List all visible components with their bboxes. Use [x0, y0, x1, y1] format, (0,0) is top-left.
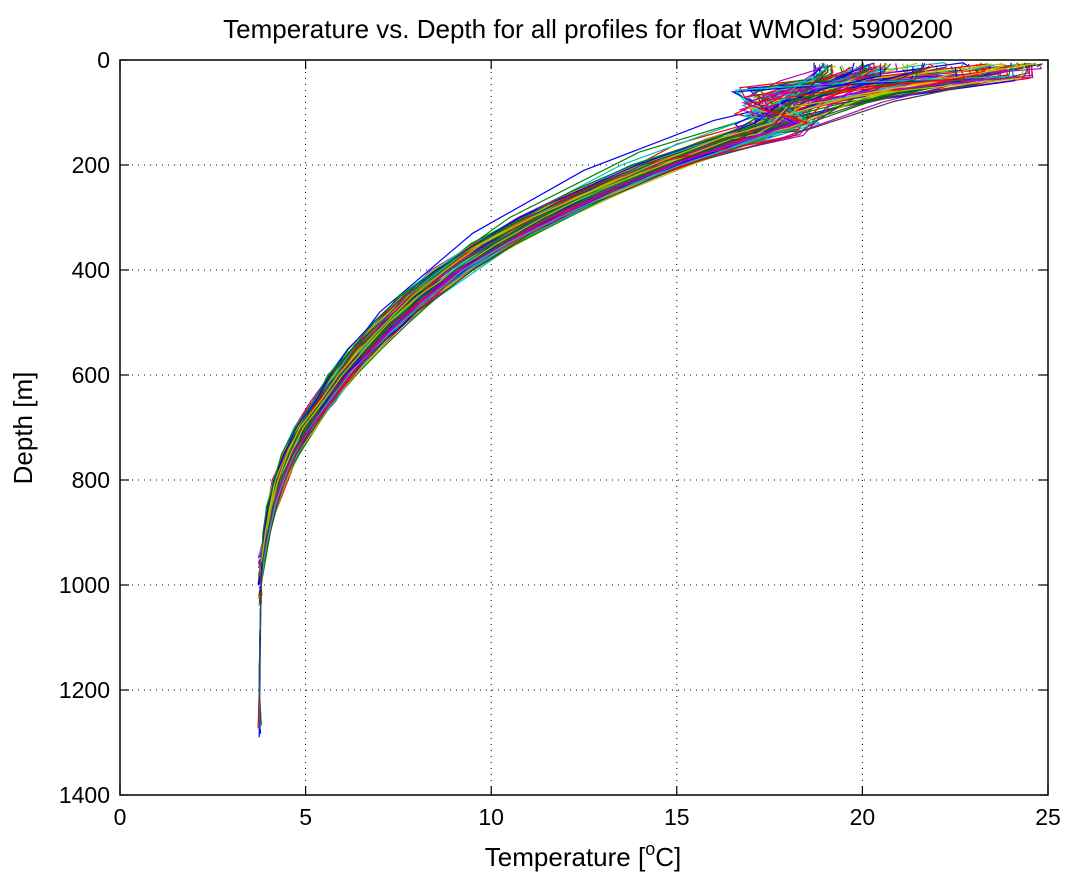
x-tick-label: 0: [114, 804, 127, 830]
profile-line: [260, 64, 980, 556]
profile-line: [258, 63, 882, 583]
profile-line: [259, 64, 886, 590]
profile-line: [260, 63, 947, 587]
grid: [120, 60, 1048, 795]
profile-line: [257, 62, 926, 585]
profile-line: [260, 65, 878, 605]
profile-line: [259, 66, 853, 604]
profile-line: [258, 63, 892, 575]
profile-line: [257, 67, 966, 569]
profile-line: [259, 65, 865, 558]
profile-line: [260, 63, 935, 596]
profile-line: [258, 63, 992, 576]
y-tick-label: 1400: [59, 782, 110, 808]
profile-line: [258, 62, 983, 582]
y-tick-label: 1200: [59, 677, 110, 703]
profile-line: [259, 66, 907, 602]
y-tick-label: 200: [72, 152, 110, 178]
profile-line: [259, 64, 985, 563]
profile-line: [260, 63, 971, 559]
profile-line: [259, 63, 1033, 575]
profile-line: [260, 62, 875, 597]
x-tick-label: 10: [478, 804, 504, 830]
y-tick-label: 0: [97, 47, 110, 73]
profile-line: [260, 61, 946, 560]
profile-line: [260, 64, 1026, 562]
y-tick-label: 400: [72, 257, 110, 283]
profile-line: [259, 63, 1015, 570]
profile-line: [258, 62, 1016, 723]
profile-line: [258, 62, 969, 585]
profile-line: [258, 66, 832, 725]
y-axis-label: Depth [m]: [8, 372, 38, 485]
profile-line: [259, 67, 875, 591]
x-axis-label-unit: C]: [655, 842, 681, 872]
profile-line: [258, 64, 829, 725]
profile-line: [259, 67, 1000, 564]
profile-line: [258, 66, 958, 565]
profile-line: [258, 66, 914, 734]
x-axis-label: Temperature [oC]: [485, 839, 681, 872]
profile-line: [258, 63, 908, 597]
profile-line: [260, 66, 882, 606]
profile-line: [259, 62, 877, 583]
y-tick-label: 600: [72, 362, 110, 388]
profile-line: [261, 62, 1005, 570]
profile-line: [258, 62, 815, 738]
profile-line: [260, 64, 884, 586]
axis-ticks: [119, 59, 1049, 796]
profile-line: [259, 66, 1008, 569]
profile-line: [259, 65, 870, 590]
profile-line: [260, 67, 919, 561]
x-tick-label: 20: [850, 804, 876, 830]
profile-line: [258, 66, 869, 720]
profile-line: [258, 67, 875, 726]
profile-line: [260, 67, 958, 580]
profile-line: [257, 65, 930, 729]
x-axis-label-superscript: o: [645, 839, 655, 859]
plot-frame: [119, 59, 1049, 796]
profile-line: [260, 65, 1030, 565]
y-tick-label: 800: [72, 467, 110, 493]
profile-line: [260, 63, 965, 563]
profile-line: [260, 66, 877, 594]
profile-line: [259, 66, 1043, 558]
profile-line: [258, 66, 882, 593]
profile-line: [259, 64, 862, 558]
profile-line: [259, 63, 908, 556]
x-tick-labels: 0 5 10 15 20 25: [114, 804, 1061, 830]
profile-line: [261, 62, 918, 574]
profile-line: [260, 63, 871, 582]
profile-line: [259, 64, 876, 596]
profile-line: [260, 64, 1034, 559]
x-tick-label: 15: [664, 804, 690, 830]
profile-line: [257, 65, 927, 599]
chart-title: Temperature vs. Depth for all profiles f…: [223, 14, 953, 44]
profile-line: [260, 63, 898, 588]
profile-lines: [257, 61, 1043, 738]
x-tick-label: 5: [299, 804, 312, 830]
profile-line: [257, 66, 980, 564]
profile-line: [259, 62, 924, 576]
profile-line: [260, 66, 853, 596]
y-tick-label: 1000: [59, 572, 110, 598]
y-tick-labels: 0 200 400 600 800 1000 1200 1400: [59, 47, 110, 808]
x-tick-label: 25: [1035, 804, 1061, 830]
profile-line: [257, 67, 887, 559]
profile-line: [260, 67, 850, 587]
x-axis-label-text: Temperature [: [485, 842, 646, 872]
profile-line: [258, 62, 828, 729]
profile-line: [259, 63, 886, 572]
